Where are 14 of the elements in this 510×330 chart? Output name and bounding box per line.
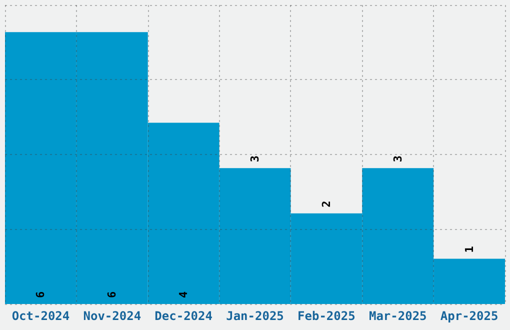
- x-tick-label: Nov-2024: [83, 309, 142, 323]
- data-label: 6: [106, 291, 119, 298]
- x-tick-label: Dec-2024: [154, 309, 212, 323]
- x-tick-label: Mar-2025: [368, 309, 427, 323]
- x-tick-label: Jan-2025: [226, 309, 284, 323]
- x-tick-label: Feb-2025: [298, 309, 356, 323]
- x-tick-label: Apr-2025: [440, 309, 498, 323]
- x-tick-label: Oct-2024: [12, 309, 70, 323]
- data-label: 1: [462, 246, 476, 253]
- data-label: 3: [248, 155, 262, 162]
- data-label: 6: [34, 291, 48, 298]
- data-label: 3: [391, 155, 404, 162]
- data-label: 2: [320, 200, 333, 208]
- data-label: 4: [177, 291, 190, 298]
